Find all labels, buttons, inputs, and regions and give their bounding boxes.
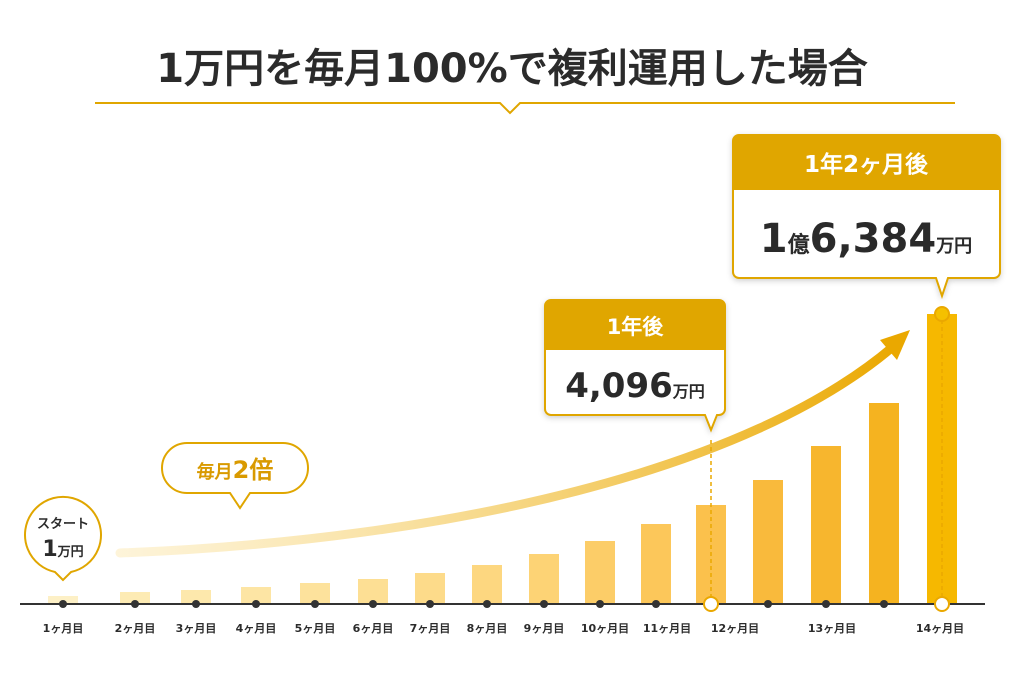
x-label: 8ヶ月目	[467, 622, 508, 635]
x-label: 13ヶ月目	[808, 622, 856, 635]
axis-dot	[596, 600, 604, 608]
bar	[241, 587, 271, 604]
unit: 万円	[935, 236, 972, 257]
bar	[358, 579, 388, 604]
growth-bubble: 毎月2倍	[161, 442, 309, 510]
bar	[300, 583, 330, 604]
x-label: 5ヶ月目	[295, 622, 336, 635]
axis-dot	[822, 600, 830, 608]
amount: 4,096	[565, 366, 673, 406]
axis-dot	[252, 600, 260, 608]
x-label: 6ヶ月目	[353, 622, 394, 635]
x-labels: 1ヶ月目 2ヶ月目 3ヶ月目 4ヶ月目 5ヶ月目 6ヶ月目 7ヶ月目 8ヶ月目 9ヶ月目 10ヶ月…	[43, 622, 964, 635]
start-bubble: スタート 1万円	[24, 495, 102, 582]
x-label: 10ヶ月目	[581, 622, 629, 635]
oku-amount: 1	[760, 216, 788, 262]
growth-arrow	[115, 340, 900, 558]
x-label: 2ヶ月目	[115, 622, 156, 635]
bar	[472, 565, 502, 604]
bar	[585, 541, 615, 604]
year1-heading: 1年後	[607, 315, 665, 339]
amount: 1	[42, 537, 57, 562]
x-label: 11ヶ月目	[643, 622, 691, 635]
axis-dot	[426, 600, 434, 608]
unit: 万円	[57, 545, 84, 560]
bar	[753, 480, 783, 604]
x-label: 3ヶ月目	[176, 622, 217, 635]
marker	[703, 596, 719, 612]
unit: 万円	[672, 382, 705, 401]
x-label: 9ヶ月目	[524, 622, 565, 635]
axis-dot	[764, 600, 772, 608]
axis-dots	[59, 600, 888, 608]
axis-dot	[192, 600, 200, 608]
year1-amount: 4,096万円	[565, 366, 705, 406]
final-amount: 1億6,384万円	[760, 216, 972, 262]
axis-dot	[131, 600, 139, 608]
axis-dot	[369, 600, 377, 608]
marker	[934, 596, 950, 612]
marker	[934, 306, 950, 322]
oku: 億	[788, 232, 810, 258]
x-label: 7ヶ月目	[410, 622, 451, 635]
axis-dot	[880, 600, 888, 608]
rate: 2倍	[233, 456, 274, 484]
axis-dot	[311, 600, 319, 608]
bar	[529, 554, 559, 604]
growth-label: 毎月2倍	[197, 456, 274, 484]
axis-dot	[540, 600, 548, 608]
bars	[48, 314, 957, 604]
x-label: 1ヶ月目	[43, 622, 84, 635]
title-underline	[95, 102, 955, 115]
axis-dot	[652, 600, 660, 608]
bar	[120, 592, 150, 604]
title: 1万円を毎月100%で複利運用した場合	[156, 46, 867, 92]
start-label: スタート	[37, 517, 89, 532]
arrow-head	[880, 330, 910, 360]
bar	[181, 590, 211, 604]
prefix: 毎月	[197, 461, 233, 483]
x-label: 14ヶ月目	[916, 622, 964, 635]
year1-callout: 1年後 4,096万円	[544, 299, 726, 433]
bar	[641, 524, 671, 604]
axis-dot	[483, 600, 491, 608]
axis-dot	[59, 600, 67, 608]
start-amount: 1万円	[42, 537, 83, 562]
final-heading: 1年2ヶ月後	[804, 151, 929, 178]
bar	[869, 403, 899, 604]
bar	[811, 446, 841, 604]
final-callout: 1年2ヶ月後 1億6,384万円	[732, 134, 1001, 300]
x-label: 12ヶ月目	[711, 622, 759, 635]
bar	[415, 573, 445, 604]
x-label: 4ヶ月目	[236, 622, 277, 635]
amount: 6,384	[810, 216, 937, 262]
